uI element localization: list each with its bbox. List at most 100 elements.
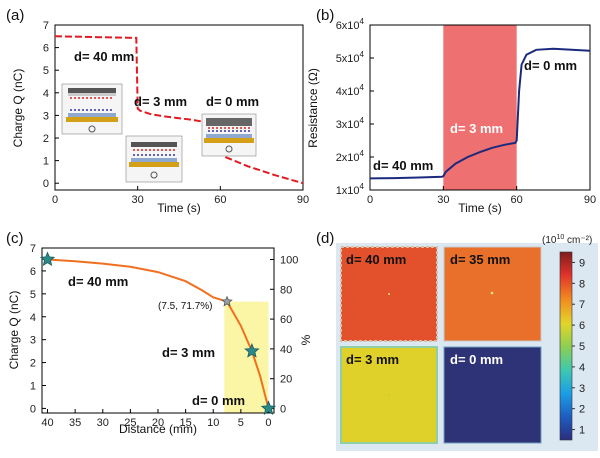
x-tick-label-a: 90 xyxy=(297,194,309,206)
y-tick-label-c: 1 xyxy=(30,381,36,393)
colorbar-tick-label: 5 xyxy=(579,341,585,353)
x-tick-label-b: 60 xyxy=(511,194,523,206)
panel-label-c: (c) xyxy=(6,230,24,247)
heatmap-spot-d40 xyxy=(388,293,390,295)
markers-c xyxy=(39,251,277,415)
x-ticks-b: 0 30 60 90 xyxy=(367,186,596,206)
y-tick-label-b: 4x104 xyxy=(336,83,365,98)
y-tick-label-b: 1x104 xyxy=(336,182,365,197)
colorbar-title: (1010 cm⁻²) xyxy=(542,234,592,246)
y-axis-label-a: Charge Q (nC) xyxy=(11,69,25,148)
colorbar-tick-label: 2 xyxy=(579,404,585,416)
annotation-b-d40: d= 40 mm xyxy=(373,158,433,173)
y-tick-label-c: 2 xyxy=(30,358,36,370)
panel-label-b: (b) xyxy=(316,7,334,24)
x-tick-label-c: 20 xyxy=(152,417,164,429)
y-ticks-a: 0 1 2 3 4 5 6 7 xyxy=(43,20,59,190)
y-axis-label-c: Charge Q (nC) xyxy=(7,291,21,370)
x-tick-label-a: 30 xyxy=(132,194,144,206)
y-tick-label-b: 2x104 xyxy=(336,149,365,164)
x-tick-label-c: 30 xyxy=(97,417,109,429)
x-axis-label-a: Time (s) xyxy=(157,201,201,215)
annotation-a-d0: d= 0 mm xyxy=(206,94,259,109)
y-tick-label-a: 3 xyxy=(43,110,49,122)
y-tick-label-c: 4 xyxy=(30,312,36,324)
colorbar-tick-label: 1 xyxy=(579,425,585,437)
colorbar-ticks: 1 2 3 4 5 6 7 8 9 xyxy=(572,257,585,437)
y-tick-label-right-c: 40 xyxy=(280,344,292,356)
x-tick-label-c: 15 xyxy=(179,417,191,429)
y-tick-label-a: 5 xyxy=(43,65,49,77)
annotation-b-d3: d= 3 mm xyxy=(450,121,503,136)
y-tick-label-a: 0 xyxy=(43,178,49,190)
y-tick-label-c: 6 xyxy=(30,266,36,278)
star-marker-c xyxy=(260,400,277,415)
annotation-c-d3: d= 3 mm xyxy=(162,345,215,360)
y-tick-label-a: 6 xyxy=(43,43,49,55)
x-tick-label-c: 10 xyxy=(207,417,219,429)
y-axis-label-b: Resistance (Ω) xyxy=(306,68,320,148)
y-tick-label-b: 3x104 xyxy=(336,116,365,131)
colorbar-tick-label: 4 xyxy=(579,362,585,374)
colorbar-tick-label: 3 xyxy=(579,383,585,395)
device-schematic-d0 xyxy=(201,113,257,157)
x-axis-label-c: Distance (mm) xyxy=(119,422,197,436)
y-ticks-c: 0 1 2 3 4 5 6 7 xyxy=(30,243,46,415)
y-tick-label-a: 4 xyxy=(43,88,49,100)
x-tick-label-b: 30 xyxy=(437,194,449,206)
colorbar xyxy=(559,251,573,441)
annotation-b-d0: d= 0 mm xyxy=(524,58,577,73)
panel-d: (d) d= 40 mm d= 35 mm d= 3 mm d= 0 mm xyxy=(316,230,598,451)
panel-label-d: (d) xyxy=(316,230,334,247)
heatmap-spot-d35 xyxy=(490,291,494,295)
x-tick-label-a: 0 xyxy=(52,194,58,206)
x-tick-label-c: 25 xyxy=(124,417,136,429)
series-line-b xyxy=(369,47,591,180)
x-tick-label-b: 90 xyxy=(584,194,596,206)
y-tick-label-c: 5 xyxy=(30,289,36,301)
point-label-c: (7.5, 71.7%) xyxy=(158,301,212,312)
star-marker-c xyxy=(244,343,260,358)
annotation-a-d3: d= 3 mm xyxy=(134,94,187,109)
heatmap-label-d40: d= 40 mm xyxy=(346,252,406,267)
panel-a: (a) 0 1 2 3 4 5 6 7 0 30 60 90 Time (s) Charge Q (… xyxy=(6,7,309,215)
y-tick-label-right-c: 80 xyxy=(280,284,292,296)
device-schematic-d40 xyxy=(61,83,123,135)
star-marker-point-c xyxy=(221,295,233,307)
annotation-c-d40: d= 40 mm xyxy=(68,274,128,289)
highlight-region-c xyxy=(224,301,269,413)
panel-b: (b) 1x104 2x104 3x104 4x104 5x104 6x104 0 30 60… xyxy=(306,7,596,215)
panel-label-a: (a) xyxy=(6,7,24,24)
x-tick-label-c: 5 xyxy=(238,417,244,429)
heatmap-label-d3: d= 3 mm xyxy=(346,352,399,367)
x-ticks-a: 0 30 60 90 xyxy=(52,186,309,206)
y-tick-label-c: 0 xyxy=(30,403,36,415)
y-ticks-right-c: 0 20 40 60 80 100 xyxy=(270,254,298,416)
series-line-a xyxy=(54,35,304,185)
y-tick-label-c: 3 xyxy=(30,335,36,347)
heatmap-cell-d0 xyxy=(443,346,542,444)
y-tick-label-right-c: 60 xyxy=(280,314,292,326)
y-ticks-b: 1x104 2x104 3x104 4x104 5x104 6x104 xyxy=(336,17,374,197)
annotation-c-d0: d= 0 mm xyxy=(192,393,245,408)
x-tick-label-c: 0 xyxy=(265,417,271,429)
heatmap-label-d0: d= 0 mm xyxy=(450,352,503,367)
plot-frame-a xyxy=(54,24,304,191)
y-tick-label-right-c: 100 xyxy=(280,254,298,266)
x-tick-label-c: 35 xyxy=(69,417,81,429)
colorbar-tick-label: 6 xyxy=(579,320,585,332)
x-tick-label-c: 40 xyxy=(41,417,53,429)
y-axis-label-right-c: % xyxy=(299,334,313,345)
colorbar-tick-label: 8 xyxy=(579,278,585,290)
x-axis-label-b: Time (s) xyxy=(458,201,502,215)
x-tick-label-b: 0 xyxy=(367,194,373,206)
x-tick-label-a: 60 xyxy=(214,194,226,206)
device-schematic-d3 xyxy=(125,135,183,183)
annotation-a-d40: d= 40 mm xyxy=(74,49,134,64)
x-ticks-c: 40 35 30 25 20 15 10 5 0 xyxy=(41,409,272,429)
y-tick-label-a: 7 xyxy=(43,20,49,32)
heatmap-label-d35: d= 35 mm xyxy=(450,252,510,267)
y-tick-label-a: 2 xyxy=(43,133,49,145)
